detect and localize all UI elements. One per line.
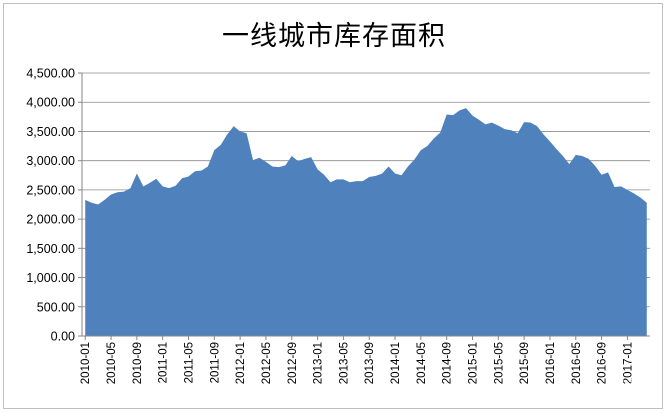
x-tick-label-19: 2016-05: [571, 342, 583, 384]
x-tick-label-3: 2011-01: [158, 342, 170, 383]
y-tick-label-9: 4,500.00: [26, 67, 75, 81]
axes: [78, 72, 650, 340]
x-tick-label-12: 2014-01: [390, 342, 402, 384]
y-tick-label-6: 3,000.00: [26, 154, 75, 168]
x-tick-label-17: 2015-09: [519, 342, 531, 384]
x-tick-label-15: 2015-01: [468, 342, 480, 384]
x-tick-label-9: 2013-01: [313, 342, 325, 384]
x-tick-label-0: 2010-01: [80, 342, 92, 384]
y-tick-label-2: 1,000.00: [26, 271, 75, 285]
y-tick-label-0: 0.00: [51, 330, 75, 344]
x-tick-label-14: 2014-09: [442, 342, 454, 384]
x-tick-label-8: 2012-09: [287, 342, 299, 384]
y-tick-label-1: 500.00: [37, 300, 75, 314]
x-tick-label-10: 2013-05: [338, 342, 350, 384]
x-tick-labels: 2010-01 2010-05 2010-09 2011-01 2011-05 2011-…: [80, 342, 634, 384]
y-tick-label-8: 4,000.00: [26, 96, 75, 110]
x-tick-label-13: 2014-05: [416, 342, 428, 384]
series-area-group: [85, 108, 647, 336]
x-tick-label-18: 2016-01: [545, 342, 557, 384]
y-tick-labels: 0.00 500.00 1,000.00 1,500.00 2,000.00 2,500.…: [26, 67, 75, 344]
x-tick-label-2: 2010-09: [132, 342, 144, 384]
x-tick-label-16: 2015-05: [493, 342, 505, 384]
x-tick-label-4: 2011-05: [184, 342, 196, 383]
watermark-text: 大易室: [615, 376, 652, 390]
x-tick-label-11: 2013-09: [364, 342, 376, 384]
series-area: [85, 108, 647, 336]
chart-title: 一线城市库存面积: [222, 21, 446, 52]
x-tick-label-20: 2016-09: [597, 342, 609, 384]
y-tick-label-7: 3,500.00: [26, 125, 75, 139]
y-tick-label-4: 2,000.00: [26, 213, 75, 227]
x-tick-label-5: 2011-09: [209, 342, 221, 383]
y-tick-label-3: 1,500.00: [26, 242, 75, 256]
x-tick-label-21: 2017-01: [622, 342, 634, 384]
x-tick-label-6: 2012-01: [235, 342, 247, 384]
y-tick-label-5: 2,500.00: [26, 183, 75, 197]
x-tick-label-7: 2012-05: [261, 342, 273, 384]
x-tick-label-1: 2010-05: [106, 342, 118, 384]
